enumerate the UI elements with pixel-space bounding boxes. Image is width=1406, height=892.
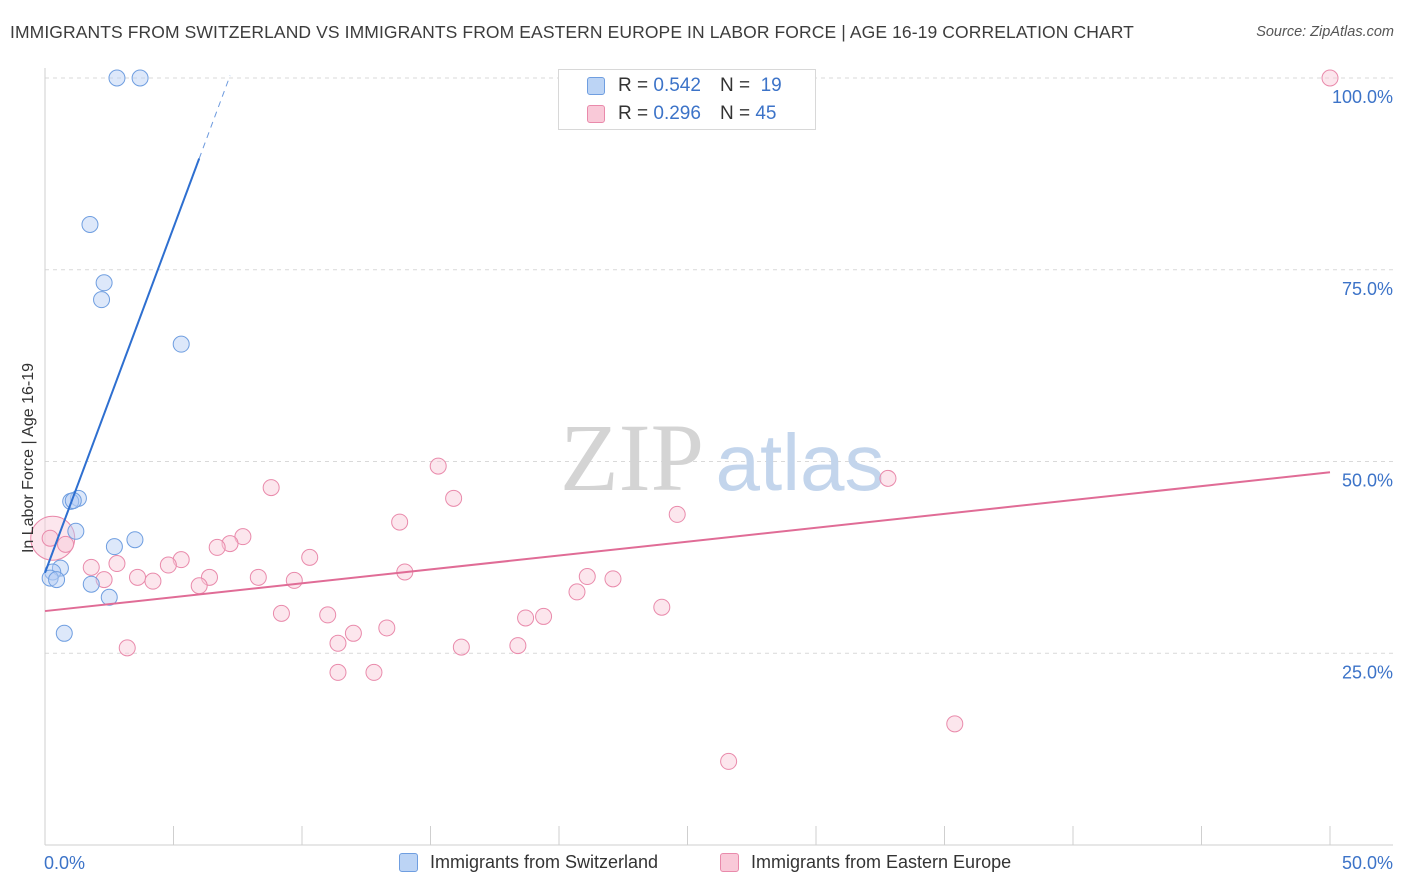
legend-row-switzerland: R = 0.542 N = 19 [587,74,782,98]
data-point-eastern-europe [946,715,964,733]
grid-layer [45,77,1393,654]
watermark-zip: ZIP [560,404,704,511]
legend-n-value: 19 [760,75,782,96]
data-point-eastern-europe [301,548,319,566]
legend-n-value: 45 [755,103,777,124]
data-point-eastern-europe-large [30,515,76,561]
data-point-eastern-europe [95,571,113,589]
legend-r-label: R = [618,103,649,124]
trendline-switzerland-extension [198,75,231,159]
data-point-eastern-europe [319,606,337,624]
data-point-switzerland [93,291,111,309]
correlation-legend: R = 0.542 N = 19 R = 0.296 N = 45 [558,69,816,130]
x-tick-label-50: 50.0% [1342,853,1393,873]
data-point-eastern-europe [129,568,147,586]
x-tick-label-0: 0.0% [44,853,85,873]
legend-n-label: N = [719,75,751,96]
data-point-eastern-europe [517,609,535,627]
legend-r-label: R = [618,75,649,96]
data-point-switzerland [95,274,113,292]
data-point-switzerland [105,538,123,556]
data-point-eastern-europe [262,479,280,497]
series-swatch-blue [399,853,418,872]
trend-layer [44,75,1331,613]
data-point-eastern-europe [429,457,447,475]
data-point-eastern-europe [208,538,226,556]
data-point-switzerland [82,575,100,593]
legend-row-eastern-europe: R = 0.296 N = 45 [587,102,776,126]
data-point-eastern-europe [391,513,409,531]
series-label-switzerland: Immigrants from Switzerland [430,852,659,872]
data-point-switzerland [41,569,59,587]
data-point-eastern-europe [879,469,897,487]
chart-title: IMMIGRANTS FROM SWITZERLAND VS IMMIGRANT… [10,22,1134,42]
data-point-eastern-europe [159,556,177,574]
trendline-switzerland [44,158,201,574]
data-point-eastern-europe [272,604,290,622]
data-point-switzerland [67,522,85,540]
axes-layer [44,68,1393,846]
legend-n-label: N = [719,103,751,124]
data-point-eastern-europe [1321,69,1339,87]
trendline-eastern-europe [44,471,1331,613]
data-point-eastern-europe [57,535,75,553]
series-legend-item-eastern-europe[interactable]: Immigrants from Eastern Europe [720,852,1011,873]
data-point-switzerland [81,215,99,233]
data-point-eastern-europe [82,558,100,576]
y-axis-label: In Labor Force | Age 16-19 [20,362,37,554]
series-legend: Immigrants from Switzerland Immigrants f… [0,852,1406,876]
data-point-eastern-europe [578,568,596,586]
data-point-eastern-europe [108,555,126,573]
data-point-eastern-europe [378,619,396,637]
data-point-eastern-europe [329,663,347,681]
data-point-switzerland [48,571,66,589]
data-point-eastern-europe [344,624,362,642]
data-point-eastern-europe [509,637,527,655]
data-point-switzerland [126,531,144,549]
data-point-eastern-europe [172,551,190,569]
data-point-eastern-europe [190,577,208,595]
data-point-eastern-europe [285,571,303,589]
series-legend-item-switzerland[interactable]: Immigrants from Switzerland [399,852,658,873]
data-point-eastern-europe [329,634,347,652]
y-tick-label-100: 100.0% [1332,87,1393,107]
y-tick-label-50: 50.0% [1342,471,1393,491]
y-tick-label-25: 25.0% [1342,662,1393,682]
data-point-switzerland [100,588,118,606]
legend-r-value: 0.296 [653,103,701,124]
data-point-eastern-europe [668,505,686,523]
y-tick-label-75: 75.0% [1342,279,1393,299]
data-point-switzerland [64,492,82,510]
data-point-eastern-europe [653,598,671,616]
data-point-eastern-europe [365,663,383,681]
data-point-eastern-europe [249,568,267,586]
data-point-switzerland [108,69,126,87]
source-label: Source: ZipAtlas.com [1256,24,1394,40]
data-point-eastern-europe [568,583,586,601]
tick-label-layer: 25.0% 50.0% 75.0% 100.0% 0.0% 50.0% [44,87,1393,873]
series-swatch-pink [720,853,739,872]
data-point-eastern-europe [720,752,738,770]
legend-r-value: 0.542 [653,75,701,96]
data-point-eastern-europe [118,639,136,657]
data-point-eastern-europe [604,570,622,588]
data-point-eastern-europe [452,638,470,656]
legend-swatch-pink [587,105,605,123]
data-point-eastern-europe [221,535,239,553]
data-point-switzerland [172,335,190,353]
data-point-eastern-europe [535,607,553,625]
data-point-eastern-europe [144,572,162,590]
watermark-atlas: atlas [716,418,885,507]
watermark: ZIP atlas [560,404,884,511]
series-label-eastern-europe: Immigrants from Eastern Europe [751,852,1012,872]
data-point-switzerland [55,624,73,642]
data-point-switzerland [131,69,149,87]
legend-swatch-blue [587,77,605,95]
data-point-eastern-europe [445,489,463,507]
